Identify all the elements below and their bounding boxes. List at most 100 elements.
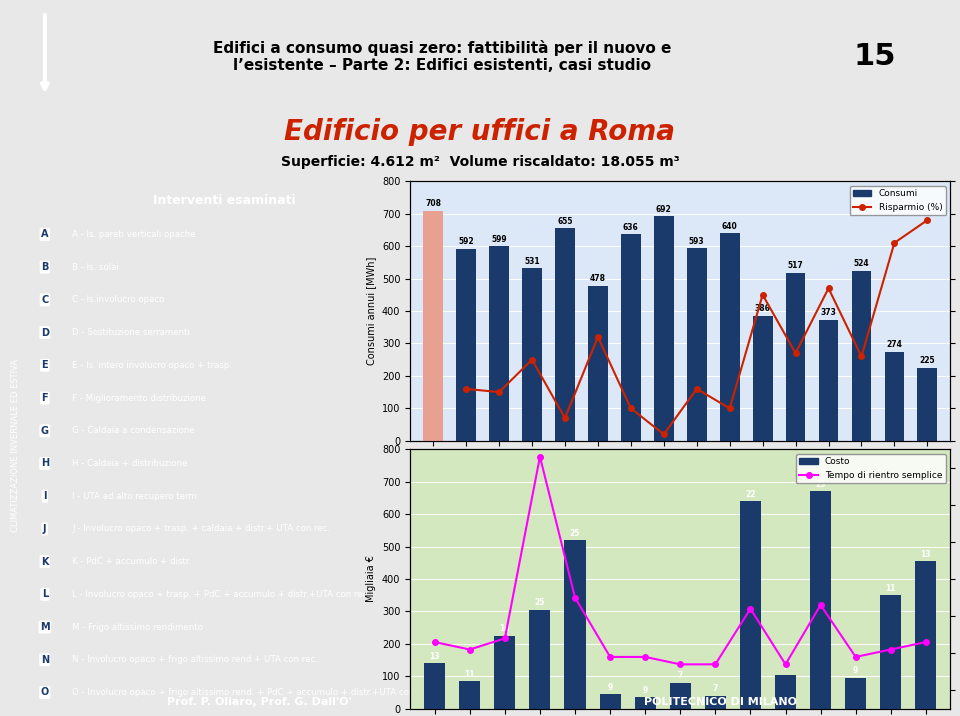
Bar xyxy=(686,248,707,441)
Text: 636: 636 xyxy=(623,223,638,232)
Text: 25: 25 xyxy=(535,599,545,607)
Text: 9: 9 xyxy=(642,686,648,695)
Text: F: F xyxy=(41,393,48,403)
Bar xyxy=(775,674,796,709)
Bar xyxy=(424,664,445,709)
Text: 599: 599 xyxy=(492,235,507,244)
Bar xyxy=(884,352,904,441)
Bar xyxy=(753,316,773,441)
Text: J: J xyxy=(43,524,47,534)
Text: 524: 524 xyxy=(853,259,869,268)
Bar xyxy=(852,271,872,441)
Text: 7: 7 xyxy=(678,672,683,680)
Text: I - UTA ad alto recupero term: I - UTA ad alto recupero term xyxy=(72,492,197,500)
Text: E: E xyxy=(41,360,48,370)
Bar xyxy=(423,211,444,441)
Text: Interventi esaminati: Interventi esaminati xyxy=(154,194,296,208)
Text: 9: 9 xyxy=(853,667,858,675)
Text: 11: 11 xyxy=(885,584,896,593)
Text: 225: 225 xyxy=(920,356,935,365)
Bar xyxy=(564,540,586,709)
Text: 23: 23 xyxy=(815,480,826,489)
Bar xyxy=(490,246,509,441)
Bar xyxy=(635,697,656,709)
Text: 22: 22 xyxy=(745,490,756,498)
Text: 13: 13 xyxy=(921,550,931,558)
Text: 692: 692 xyxy=(656,205,672,213)
Text: C - Is.involucro opaco: C - Is.involucro opaco xyxy=(72,296,164,304)
Text: M - Frigo altissimo rendimento: M - Frigo altissimo rendimento xyxy=(72,622,204,632)
Bar xyxy=(459,681,480,709)
Text: 13: 13 xyxy=(429,652,440,661)
Bar xyxy=(529,610,550,709)
Text: L: L xyxy=(41,589,48,599)
Text: 7: 7 xyxy=(712,684,718,693)
Text: H: H xyxy=(40,458,49,468)
Text: D: D xyxy=(41,328,49,338)
Text: 14: 14 xyxy=(499,624,510,633)
Text: C: C xyxy=(41,295,48,305)
Text: Edifici a consumo quasi zero: fattibilità per il nuovo e
l’esistente – Parte 2: : Edifici a consumo quasi zero: fattibilit… xyxy=(213,40,672,73)
Text: 593: 593 xyxy=(689,237,705,246)
Text: G - Caldaia a condensazione: G - Caldaia a condensazione xyxy=(72,426,195,435)
Legend: Consumi, Risparmio (%): Consumi, Risparmio (%) xyxy=(850,185,946,216)
Bar xyxy=(670,683,691,709)
Bar xyxy=(522,268,541,441)
Text: N - Involucro opaco + frigo altissimo rend.+ UTA con rec.: N - Involucro opaco + frigo altissimo re… xyxy=(72,655,318,664)
Text: Prof. P. Oliaro, Prof. G. Dall'O': Prof. P. Oliaro, Prof. G. Dall'O' xyxy=(167,697,351,707)
Text: 7: 7 xyxy=(782,663,788,672)
Bar xyxy=(555,228,575,441)
Text: 655: 655 xyxy=(557,217,573,226)
Text: 531: 531 xyxy=(524,257,540,266)
Text: B: B xyxy=(41,262,49,272)
Text: O: O xyxy=(40,687,49,697)
Bar xyxy=(810,491,831,709)
Bar xyxy=(494,636,516,709)
Text: CLIMATIZZAZIONE INVERNALE ED ESTIVA: CLIMATIZZAZIONE INVERNALE ED ESTIVA xyxy=(11,359,20,531)
Bar xyxy=(720,233,739,441)
Text: G: G xyxy=(41,426,49,436)
Text: K - PdC + accumulo + distr.: K - PdC + accumulo + distr. xyxy=(72,557,191,566)
Bar xyxy=(740,501,761,709)
Text: 708: 708 xyxy=(425,200,442,208)
Bar xyxy=(705,696,726,709)
Legend: Costo, Tempo di rientro semplice: Costo, Tempo di rientro semplice xyxy=(796,454,946,483)
Y-axis label: Consumi annui [MWh]: Consumi annui [MWh] xyxy=(367,257,376,365)
Text: 592: 592 xyxy=(458,237,474,246)
Text: N: N xyxy=(40,654,49,664)
Text: POLITECNICO DI MILANO: POLITECNICO DI MILANO xyxy=(643,697,797,707)
Text: 386: 386 xyxy=(755,304,771,313)
Text: 25: 25 xyxy=(570,528,580,538)
Text: 9: 9 xyxy=(608,682,612,692)
Text: 517: 517 xyxy=(788,261,804,271)
Bar xyxy=(918,368,937,441)
Text: D - Sostituzione serramenti: D - Sostituzione serramenti xyxy=(72,328,190,337)
Text: 11: 11 xyxy=(465,669,475,679)
Text: 640: 640 xyxy=(722,221,737,231)
Text: L - Involucro opaco + trasp. + PdC + accumulo + distr.+UTA con rec.: L - Involucro opaco + trasp. + PdC + acc… xyxy=(72,590,371,599)
Bar xyxy=(621,234,640,441)
Bar xyxy=(915,561,936,709)
Text: Superficie: 4.612 m²  Volume riscaldato: 18.055 m³: Superficie: 4.612 m² Volume riscaldato: … xyxy=(280,155,680,169)
Bar xyxy=(845,678,866,709)
Bar xyxy=(785,273,805,441)
Y-axis label: Migliaia €: Migliaia € xyxy=(367,556,376,602)
Text: A: A xyxy=(41,230,49,239)
Text: 373: 373 xyxy=(821,308,836,317)
Text: B - Is. solai: B - Is. solai xyxy=(72,263,119,271)
Bar xyxy=(456,248,476,441)
Text: H - Caldaia + distribuzione: H - Caldaia + distribuzione xyxy=(72,459,188,468)
Text: 274: 274 xyxy=(886,340,902,349)
Bar xyxy=(654,216,674,441)
Text: A - Is. pareti verticali opache: A - Is. pareti verticali opache xyxy=(72,230,196,239)
Bar xyxy=(588,286,608,441)
Text: O - Involucro opaco + frigo altissimo rend. + PdC + accumulo + distr.+UTA con re: O - Involucro opaco + frigo altissimo re… xyxy=(72,688,433,697)
Bar xyxy=(819,320,838,441)
Text: E - Is. intero involucro opaco + trasp.: E - Is. intero involucro opaco + trasp. xyxy=(72,361,232,370)
Text: 478: 478 xyxy=(589,274,606,283)
Text: J - Involucro opaco + trasp. + caldaia + distr.+ UTA con rec.: J - Involucro opaco + trasp. + caldaia +… xyxy=(72,524,330,533)
Text: M: M xyxy=(40,622,50,632)
Text: K: K xyxy=(41,556,49,566)
Text: F - Miglioramento distribuzione: F - Miglioramento distribuzione xyxy=(72,394,206,402)
Text: Edificio per uffici a Roma: Edificio per uffici a Roma xyxy=(284,118,676,146)
